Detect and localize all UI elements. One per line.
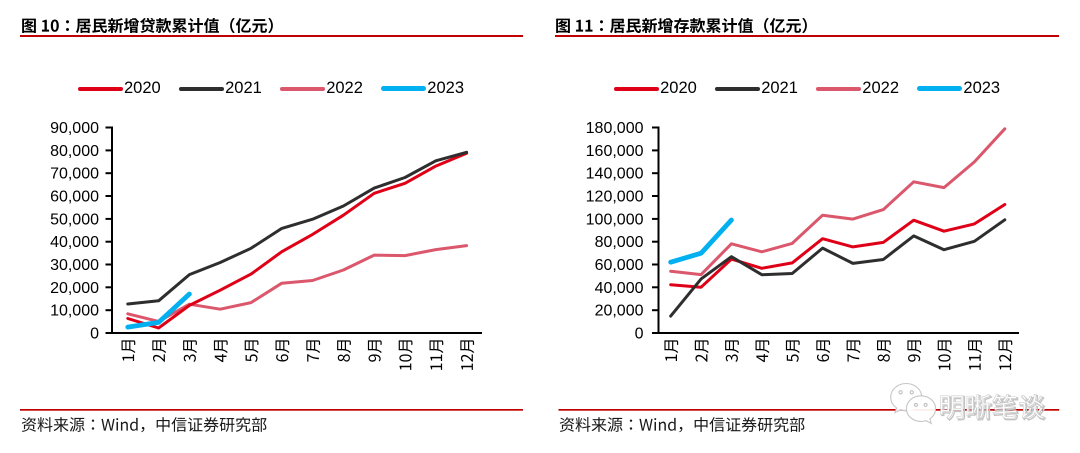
svg-text:20,000: 20,000 <box>50 280 99 297</box>
svg-text:70,000: 70,000 <box>50 166 99 183</box>
svg-text:0: 0 <box>635 326 644 343</box>
svg-text:100,000: 100,000 <box>586 211 644 228</box>
svg-text:90,000: 90,000 <box>50 120 99 137</box>
svg-text:0: 0 <box>90 326 99 343</box>
svg-text:40,000: 40,000 <box>50 234 99 251</box>
svg-text:160,000: 160,000 <box>586 143 644 160</box>
svg-text:180,000: 180,000 <box>586 120 644 137</box>
svg-text:30,000: 30,000 <box>50 257 99 274</box>
svg-text:20,000: 20,000 <box>595 303 644 320</box>
svg-text:60,000: 60,000 <box>595 257 644 274</box>
svg-text:140,000: 140,000 <box>586 166 644 183</box>
svg-text:120,000: 120,000 <box>586 189 644 206</box>
svg-text:80,000: 80,000 <box>50 143 99 160</box>
svg-text:50,000: 50,000 <box>50 211 99 228</box>
svg-text:10,000: 10,000 <box>50 303 99 320</box>
svg-text:60,000: 60,000 <box>50 189 99 206</box>
svg-text:40,000: 40,000 <box>595 280 644 297</box>
svg-text:80,000: 80,000 <box>595 234 644 251</box>
